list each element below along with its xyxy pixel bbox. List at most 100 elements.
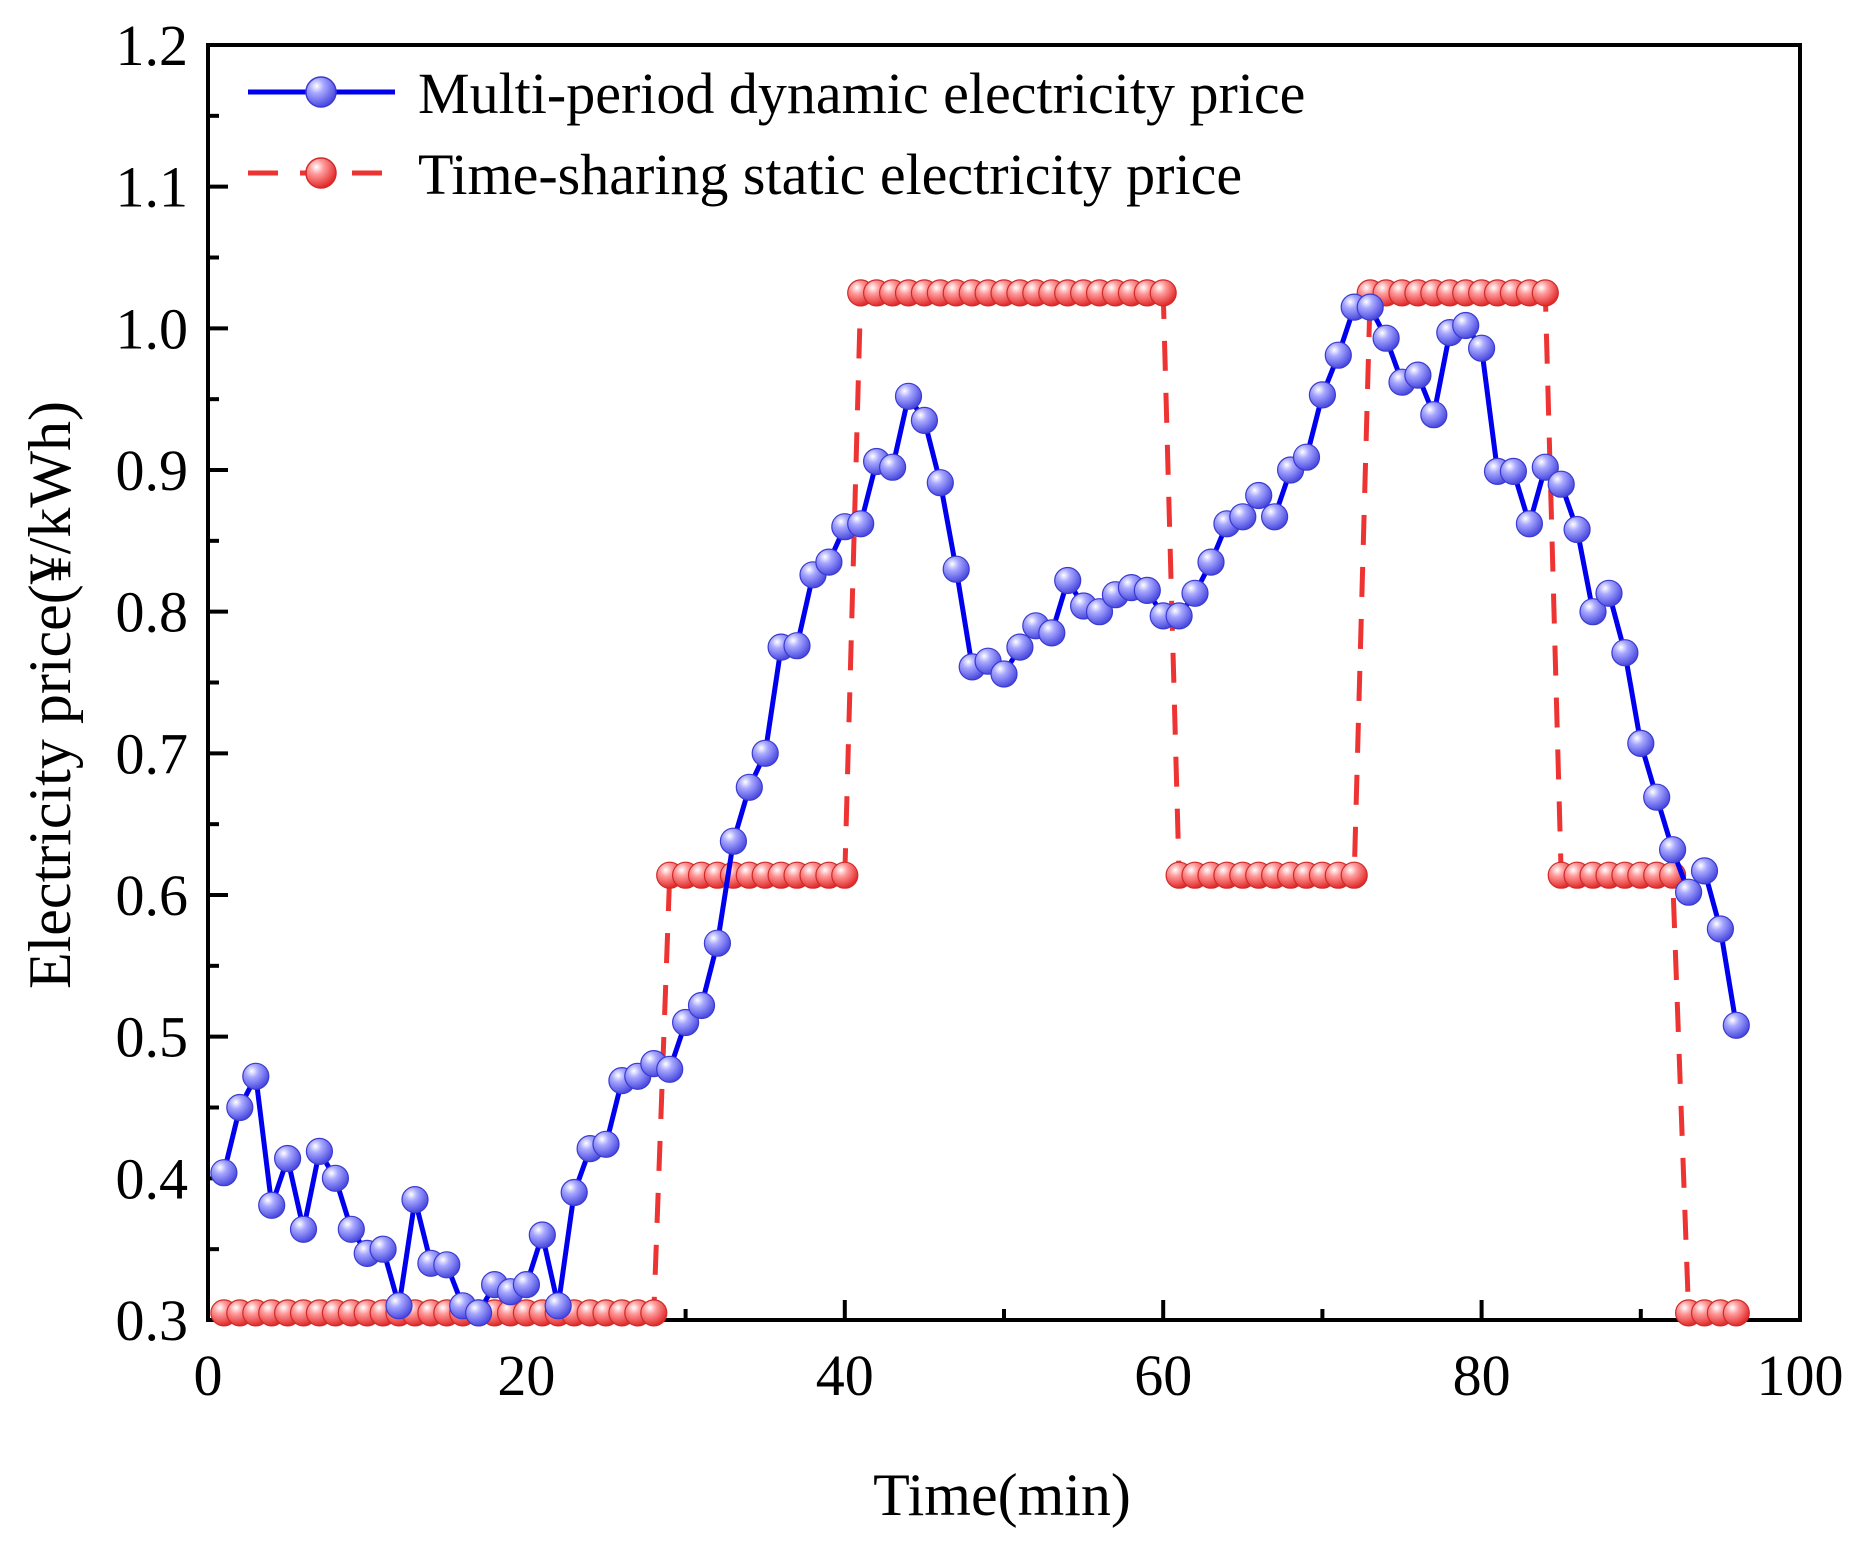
x-tick-label: 20 <box>497 1343 555 1408</box>
data-point-dynamic <box>1165 602 1193 630</box>
series-dynamic <box>210 293 1750 1327</box>
data-point-dynamic <box>894 382 923 410</box>
data-point-dynamic <box>926 469 954 497</box>
y-tick-label: 0.5 <box>116 1005 189 1070</box>
x-tick-label: 0 <box>194 1343 223 1408</box>
data-point-dynamic <box>1181 579 1209 607</box>
data-point-dynamic <box>1133 576 1161 605</box>
data-point-dynamic <box>1595 579 1623 607</box>
data-point-dynamic <box>910 406 939 434</box>
y-tick-label: 1.1 <box>116 155 189 220</box>
legend-marker-dynamic <box>305 76 337 108</box>
data-point-dynamic <box>1260 503 1289 531</box>
data-point-dynamic <box>1452 311 1480 340</box>
x-tick-label: 40 <box>816 1343 874 1408</box>
data-point-static <box>831 861 859 889</box>
legend-label-static: Time-sharing static electricity price <box>418 142 1242 207</box>
data-point-dynamic <box>465 1299 493 1327</box>
x-tick-label: 60 <box>1134 1343 1192 1408</box>
data-point-dynamic <box>544 1292 572 1320</box>
data-point-dynamic <box>783 632 811 660</box>
data-point-dynamic <box>815 548 843 576</box>
data-point-dynamic <box>385 1292 413 1320</box>
data-point-dynamic <box>735 773 763 801</box>
data-point-dynamic <box>1197 548 1225 576</box>
data-point-dynamic <box>1356 293 1384 321</box>
data-point-dynamic <box>528 1221 556 1249</box>
data-point-dynamic <box>1547 470 1575 498</box>
data-point-static <box>1722 1299 1750 1327</box>
x-axis-title: Time(min) <box>873 1462 1131 1528</box>
legend-label-dynamic: Multi-period dynamic electricity price <box>418 61 1305 126</box>
data-point-dynamic <box>1372 324 1400 352</box>
data-point-dynamic <box>321 1164 349 1192</box>
data-point-static <box>640 1299 668 1327</box>
data-point-dynamic <box>719 827 748 855</box>
data-point-dynamic <box>1643 783 1671 811</box>
data-point-dynamic <box>1563 515 1591 544</box>
data-point-dynamic <box>878 453 907 481</box>
data-point-dynamic <box>274 1144 302 1173</box>
data-point-dynamic <box>305 1137 333 1166</box>
data-point-dynamic <box>289 1215 318 1243</box>
data-point-dynamic <box>210 1159 238 1187</box>
axes: 0 20 40 60 80 100 0.3 0.4 0.5 0.6 0.7 0.8 0.9 1.0 1.1 1… <box>116 13 1844 1408</box>
y-tick-label: 0.7 <box>116 721 189 786</box>
y-tick-label: 1.0 <box>116 296 189 361</box>
data-point-dynamic <box>847 510 875 538</box>
data-point-dynamic <box>401 1185 429 1214</box>
data-point-dynamic <box>671 1008 700 1037</box>
y-tick-label: 0.4 <box>116 1146 189 1211</box>
data-point-dynamic <box>337 1215 365 1243</box>
series-static <box>210 279 1750 1327</box>
data-point-static <box>1531 279 1559 307</box>
data-point-dynamic <box>656 1055 684 1083</box>
data-point-dynamic <box>687 991 716 1020</box>
data-point-dynamic <box>1515 510 1544 538</box>
data-point-dynamic <box>242 1062 270 1090</box>
y-tick-label: 0.8 <box>116 580 189 645</box>
legend-marker-static <box>305 157 337 189</box>
data-point-dynamic <box>258 1191 286 1219</box>
data-point-dynamic <box>1308 381 1337 409</box>
data-point-static <box>1149 279 1177 307</box>
data-point-dynamic <box>1245 481 1273 510</box>
data-point-dynamic <box>1627 729 1655 758</box>
data-point-dynamic <box>751 739 779 767</box>
data-point-dynamic <box>369 1235 397 1263</box>
data-point-dynamic <box>1324 341 1352 369</box>
data-point-dynamic <box>1690 857 1719 885</box>
data-point-dynamic <box>1054 566 1082 595</box>
series-layer <box>210 279 1750 1327</box>
data-point-dynamic <box>942 555 970 583</box>
x-tick-label: 80 <box>1453 1343 1511 1408</box>
data-point-dynamic <box>1722 1011 1750 1039</box>
data-point-dynamic <box>512 1270 541 1299</box>
data-point-dynamic <box>1467 334 1496 362</box>
data-point-dynamic <box>1611 639 1639 667</box>
y-tick-label: 0.6 <box>116 863 189 928</box>
y-tick-label: 0.9 <box>116 438 189 503</box>
data-point-dynamic <box>433 1251 461 1279</box>
data-point-dynamic <box>990 660 1018 688</box>
data-point-dynamic <box>1420 401 1448 429</box>
data-point-dynamic <box>1292 443 1321 471</box>
y-axis-title: Electricity price(¥/kWh) <box>17 401 83 989</box>
data-point-dynamic <box>592 1130 620 1158</box>
series-line-static <box>223 290 1737 1316</box>
data-point-dynamic <box>1006 633 1034 661</box>
data-point-dynamic <box>1404 361 1432 389</box>
data-point-dynamic <box>1579 598 1607 626</box>
x-tick-label: 100 <box>1757 1343 1844 1408</box>
legend: Multi-period dynamic electricity price T… <box>248 61 1305 207</box>
y-tick-label: 1.2 <box>116 13 189 78</box>
y-tick-label: 0.3 <box>116 1288 189 1353</box>
data-point-dynamic <box>226 1093 254 1122</box>
data-point-dynamic <box>1674 878 1703 906</box>
data-point-static <box>1340 861 1368 889</box>
data-point-dynamic <box>1229 503 1257 531</box>
data-point-dynamic <box>703 929 732 957</box>
data-point-dynamic <box>1038 619 1066 647</box>
